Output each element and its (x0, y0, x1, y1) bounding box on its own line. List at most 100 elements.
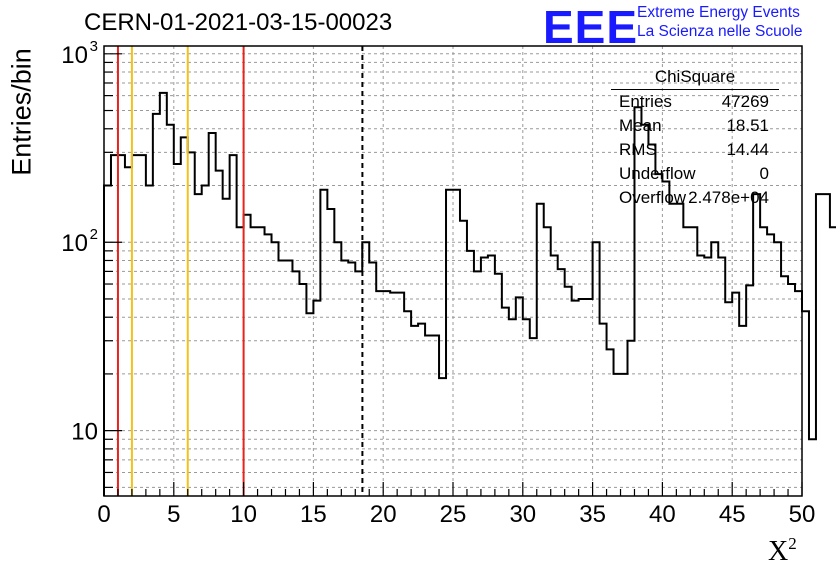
histogram-bin (125, 167, 132, 496)
x-tick-label: 25 (440, 501, 467, 528)
histogram-bin (439, 378, 446, 496)
histogram-bin (711, 242, 718, 496)
histogram-bin (816, 194, 823, 496)
histogram-bin (495, 274, 502, 496)
stats-value: 0 (759, 164, 769, 183)
histogram-bin (341, 260, 348, 496)
stats-title: ChiSquare (611, 66, 779, 90)
stats-row-mean: Mean 18.51 (611, 114, 779, 138)
histogram-bin (209, 133, 216, 496)
plot-title: CERN-01-2021-03-15-00023 (84, 9, 393, 36)
x-tick-label: 15 (300, 501, 327, 528)
stats-value: 18.51 (726, 116, 769, 135)
histogram-outline (103, 91, 836, 496)
logo-subtitle-1: Extreme Energy Events (637, 4, 800, 21)
histogram-bin (586, 299, 593, 496)
histogram-bin (544, 227, 551, 496)
x-tick-label: 20 (370, 501, 397, 528)
histogram-bin (809, 439, 816, 496)
stats-value: 47269 (721, 92, 769, 111)
histogram-bin (174, 164, 181, 496)
histogram-bin (725, 302, 732, 496)
x-tick-label: 30 (509, 501, 536, 528)
histogram-bin (376, 291, 383, 496)
histogram-bin (607, 349, 614, 496)
histogram-bin (830, 227, 836, 496)
x-axis-label-text: X (768, 536, 789, 567)
histogram-bin (216, 171, 223, 496)
histogram-bin (272, 242, 279, 496)
histogram-bin (355, 271, 362, 496)
stats-row-overflow: Overflow 2.478e+04 (611, 186, 779, 210)
eee-logo: EEE (543, 1, 639, 53)
stats-row-underflow: Underflow 0 (611, 162, 779, 186)
stats-value: 14.44 (726, 140, 769, 159)
histogram-bin (418, 324, 425, 496)
histogram-bin (327, 209, 334, 496)
histogram-bin (251, 227, 258, 496)
y-tick-label: 10 (71, 419, 98, 446)
histogram-bin (167, 125, 174, 496)
histogram-bin (334, 242, 341, 496)
y-tick-label: 10 (61, 42, 88, 69)
histogram-bin (655, 174, 662, 496)
logo-subtitle-2: La Scienza nelle Scuole (637, 23, 803, 40)
histogram-bin (111, 155, 118, 496)
histogram-bin (188, 152, 195, 496)
histogram-bin (823, 194, 830, 496)
histogram-bin (299, 284, 306, 496)
x-tick-label: 10 (230, 501, 257, 528)
histogram-bin (320, 190, 327, 496)
histogram-bin (446, 190, 453, 496)
histogram-bin (132, 155, 139, 496)
histogram-bin (160, 93, 167, 496)
histogram-bin (732, 293, 739, 496)
histogram-bin (474, 271, 481, 496)
histogram-bin (767, 234, 774, 496)
stats-label: Underflow (619, 164, 696, 183)
histogram-bin (467, 251, 474, 496)
histogram-bin (244, 215, 251, 496)
histogram-bin (292, 271, 299, 496)
histogram-bin (313, 301, 320, 496)
x-tick-label: 40 (649, 501, 676, 528)
histogram-bin (683, 227, 690, 496)
stats-value: 2.478e+04 (688, 188, 769, 207)
histogram-bin (139, 155, 146, 496)
x-tick-label: 0 (97, 501, 110, 528)
histogram-bin (802, 311, 809, 496)
histogram-bin (369, 263, 376, 496)
histogram-bin (285, 260, 292, 496)
histogram-bin (390, 293, 397, 496)
histogram-bin (383, 291, 390, 496)
histogram-bin (579, 299, 586, 496)
histogram-bin (509, 319, 516, 496)
stats-row-rms: RMS 14.44 (611, 138, 779, 162)
histogram-bin (669, 204, 676, 496)
histogram-bin (774, 242, 781, 496)
x-tick-label: 45 (719, 501, 746, 528)
histogram-bin (621, 374, 628, 496)
histogram-bin (237, 227, 244, 496)
x-axis-label: X2 (768, 534, 797, 568)
y-axis-label: Entries/bin (6, 48, 37, 176)
y-tick-label: 10 (61, 230, 88, 257)
histogram-bin (516, 297, 523, 496)
histogram-bin (265, 234, 272, 496)
histogram-bin (404, 311, 411, 496)
histogram-bin (795, 291, 802, 496)
stats-label: Mean (619, 116, 662, 135)
histogram-bin (558, 269, 565, 496)
histogram-bin (502, 308, 509, 496)
stats-box: ChiSquare Entries 47269 Mean 18.51 RMS 14.4… (611, 66, 779, 210)
stats-label: Overflow (619, 188, 687, 207)
histogram-bin (195, 194, 202, 496)
stats-label: Entries (619, 92, 672, 111)
histogram-bin (614, 374, 621, 496)
histogram-bin (760, 227, 767, 496)
x-tick-label: 35 (579, 501, 606, 528)
histogram-bin (425, 335, 432, 496)
histogram-bin (453, 190, 460, 496)
stats-label: RMS (619, 140, 657, 159)
histogram-bin (348, 263, 355, 496)
